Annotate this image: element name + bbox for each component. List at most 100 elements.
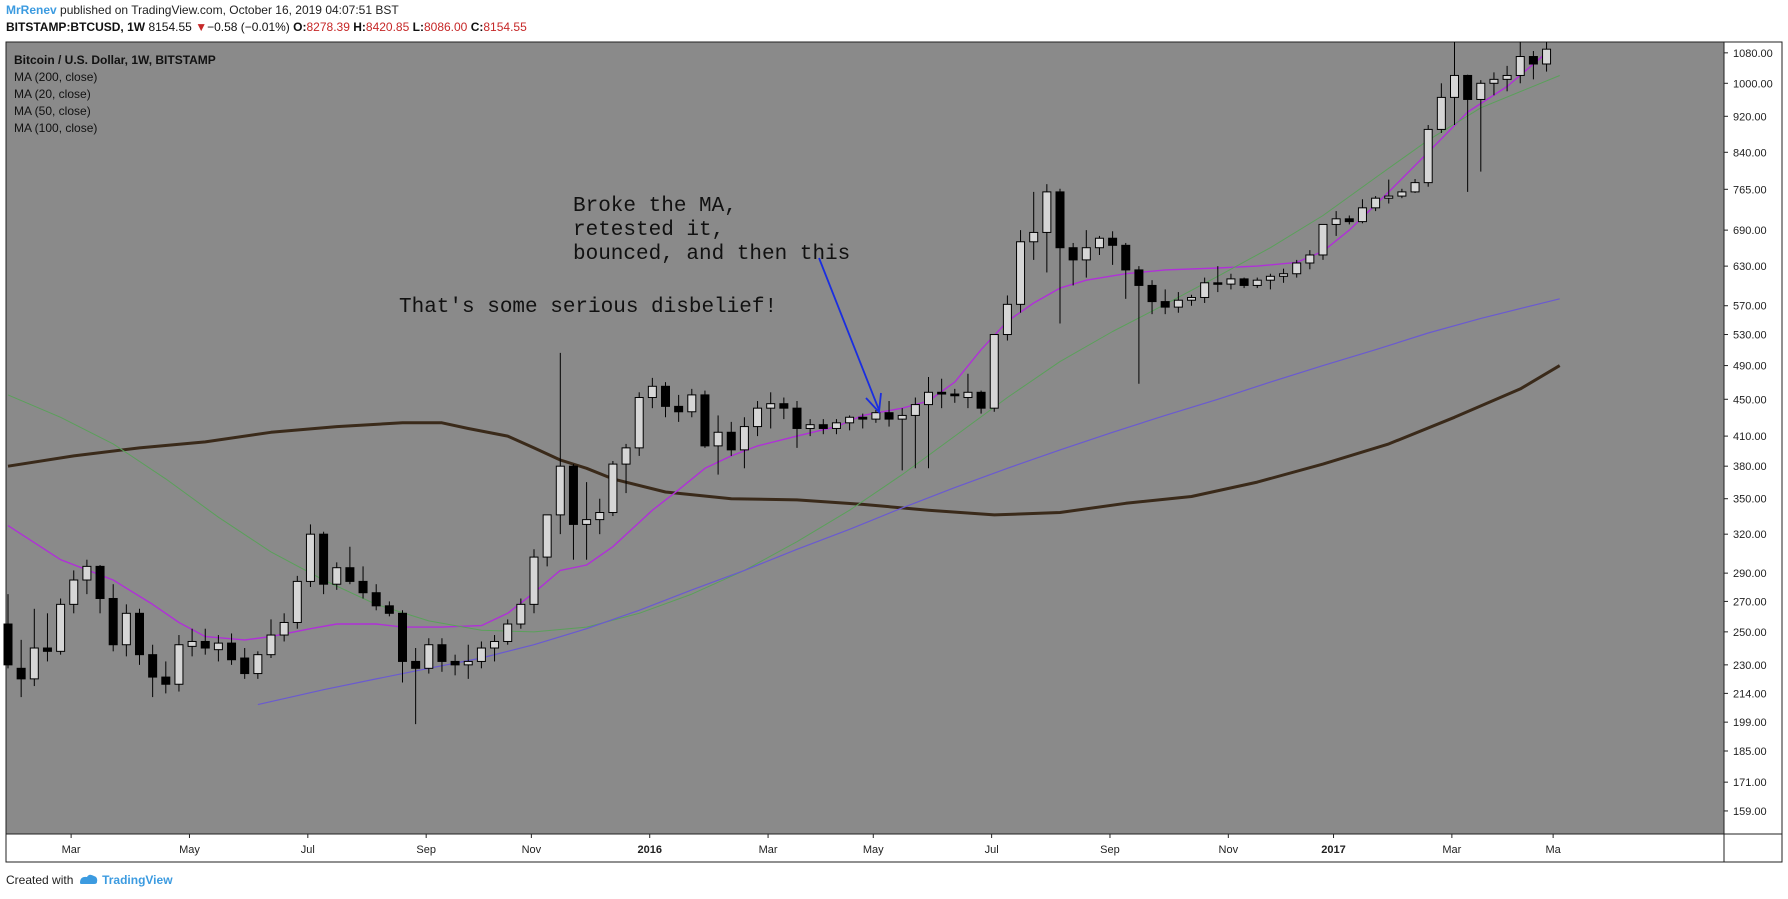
candle xyxy=(1239,277,1249,289)
author-link[interactable]: MrRenev xyxy=(6,3,57,17)
candle-body-up xyxy=(82,565,92,581)
candle-body-up xyxy=(1450,74,1459,98)
candle-body-up xyxy=(1542,48,1552,65)
price-tick-label: 380.00 xyxy=(1733,461,1767,473)
candle xyxy=(871,409,881,423)
candle xyxy=(1213,266,1223,293)
price-axis-frame[interactable] xyxy=(1723,41,1783,863)
candle xyxy=(1081,230,1091,278)
ma200-line xyxy=(7,364,1561,517)
candle-body-up xyxy=(963,391,973,399)
candle-body-down xyxy=(200,640,210,649)
candle xyxy=(555,352,565,535)
candle-body-up xyxy=(476,647,486,662)
open-value: 8278.39 xyxy=(306,20,350,34)
candle-body-down xyxy=(135,612,144,656)
candle xyxy=(884,401,894,427)
time-tick-label: Mar xyxy=(1442,844,1461,856)
candle xyxy=(148,644,158,698)
price-tick-label: 230.00 xyxy=(1733,660,1767,672)
candle-body-up xyxy=(56,603,66,652)
candle xyxy=(332,562,342,590)
legend-ma20[interactable]: MA (20, close) xyxy=(14,87,91,101)
candle xyxy=(661,382,670,418)
candle-body-up xyxy=(292,580,302,623)
candle-body-up xyxy=(1002,303,1012,336)
plot-area[interactable] xyxy=(5,41,1725,835)
candle-body-up xyxy=(1016,241,1026,305)
candle xyxy=(1450,42,1459,125)
candle xyxy=(1226,273,1236,290)
candle-body-up xyxy=(1357,207,1367,223)
candle xyxy=(240,648,250,679)
candle-body-up xyxy=(1305,254,1315,264)
candle-body-up xyxy=(1423,128,1433,184)
candle xyxy=(266,619,276,659)
candle xyxy=(582,482,592,560)
price-tick-label: 765.00 xyxy=(1733,184,1767,196)
price-tick-label: 450.00 xyxy=(1733,394,1767,406)
candle xyxy=(108,584,118,652)
moving-averages xyxy=(7,52,1561,706)
candles xyxy=(3,42,1552,725)
candle-body-up xyxy=(69,579,79,605)
price-tick-label: 214.00 xyxy=(1733,688,1767,700)
candle-body-up xyxy=(634,397,644,449)
candle-body-down xyxy=(1528,56,1538,65)
ma50-line xyxy=(7,75,1560,633)
candle-body-up xyxy=(266,634,276,656)
candle-body-up xyxy=(582,519,592,525)
candle xyxy=(1410,179,1420,193)
candle xyxy=(292,575,302,629)
open-label: O: xyxy=(293,20,307,34)
candle xyxy=(1147,280,1157,315)
candle xyxy=(187,628,197,657)
candle xyxy=(700,390,710,448)
candle-body-up xyxy=(1371,197,1381,209)
candle xyxy=(963,373,973,409)
time-tick-label: Mar xyxy=(62,844,81,856)
candle-body-down xyxy=(1147,284,1157,303)
candle xyxy=(56,598,66,655)
close-value: 8154.55 xyxy=(483,20,527,34)
candle xyxy=(227,633,237,665)
candle-body-up xyxy=(871,412,881,420)
candle-body-down xyxy=(1239,278,1249,286)
candle-body-up xyxy=(1094,237,1104,249)
candle xyxy=(1384,179,1394,204)
candle-body-up xyxy=(463,660,473,666)
candle-body-down xyxy=(384,605,394,614)
candle-body-up xyxy=(516,603,526,625)
time-tick-label: May xyxy=(179,844,200,856)
candle-body-up xyxy=(595,512,605,521)
candle-body-up xyxy=(213,642,223,651)
candle-body-up xyxy=(1515,56,1525,76)
tradingview-logo-icon xyxy=(79,874,97,884)
legend-ma100[interactable]: MA (100, close) xyxy=(14,121,97,135)
candle-body-up xyxy=(1279,273,1289,277)
price-tick-label: 690.00 xyxy=(1733,225,1767,237)
annotation-line-2: retested it, xyxy=(573,219,724,242)
annotation-line-1: Broke the MA, xyxy=(573,195,737,218)
tradingview-link[interactable]: TradingView xyxy=(102,873,173,887)
candle xyxy=(1502,65,1512,92)
candle xyxy=(1423,124,1433,187)
legend-ma50[interactable]: MA (50, close) xyxy=(14,104,91,118)
candle-body-down xyxy=(345,567,355,582)
candle-body-up xyxy=(503,623,513,642)
candle-body-up xyxy=(1502,74,1512,80)
candle xyxy=(516,598,526,629)
price-tick-label: 320.00 xyxy=(1733,529,1767,541)
price-tick-label: 570.00 xyxy=(1733,301,1767,313)
candle-body-down xyxy=(726,431,736,451)
candle xyxy=(713,415,723,475)
candle-body-down xyxy=(16,667,26,680)
candle-body-up xyxy=(121,612,131,646)
legend-ma200[interactable]: MA (200, close) xyxy=(14,70,97,84)
candle xyxy=(1279,268,1289,283)
candle-body-down xyxy=(437,644,447,662)
price-tick-label: 530.00 xyxy=(1733,330,1767,342)
candle xyxy=(503,619,513,645)
candle xyxy=(1068,242,1078,286)
